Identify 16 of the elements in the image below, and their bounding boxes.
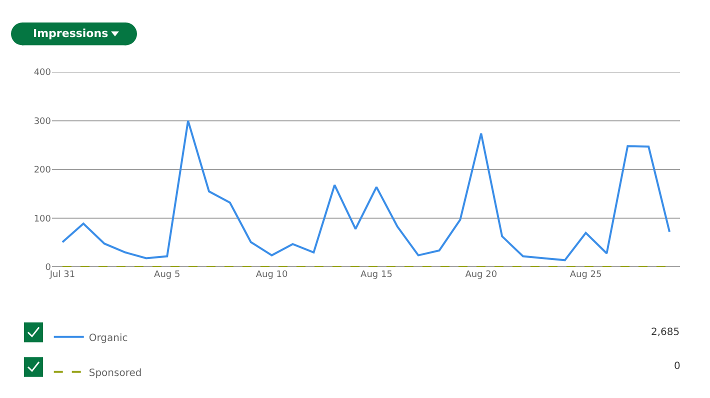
y-tick-label: 400: [34, 68, 52, 78]
y-tick-label: 100: [34, 214, 52, 224]
text: 0: [674, 361, 680, 372]
legend-label: Sponsored: [88, 368, 142, 379]
legend-label: Organic: [88, 332, 128, 344]
x-tick-label: Aug 10: [256, 270, 288, 280]
x-tick-label: Jul 31: [48, 270, 76, 280]
line-series: [61, 120, 671, 262]
x-tick-label: Aug 5: [154, 270, 180, 280]
y-tick-label: 200: [34, 166, 52, 176]
y-tick-label: 300: [34, 116, 52, 127]
x-tick-label: Aug 25: [570, 270, 602, 280]
text: 2,685: [651, 327, 680, 338]
x-tick-label: Aug 15: [360, 270, 392, 280]
y-tick-label: 0: [45, 263, 52, 274]
x-tick-label: Aug 20: [465, 270, 498, 280]
